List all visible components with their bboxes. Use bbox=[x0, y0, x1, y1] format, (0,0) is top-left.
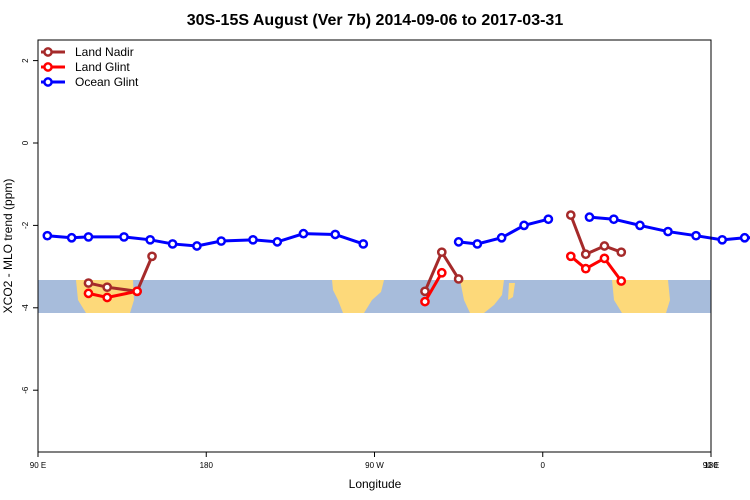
data-point bbox=[580, 249, 591, 260]
legend-marker bbox=[43, 47, 53, 57]
data-point bbox=[192, 241, 202, 251]
series-ocean-glint bbox=[42, 212, 750, 251]
data-point bbox=[145, 234, 156, 245]
data-point bbox=[543, 214, 554, 225]
legend-marker bbox=[43, 77, 53, 87]
series-line bbox=[88, 255, 154, 293]
data-point bbox=[358, 239, 369, 249]
data-point bbox=[616, 247, 627, 258]
data-point bbox=[453, 274, 464, 284]
data-point bbox=[119, 232, 129, 242]
data-point bbox=[453, 237, 464, 247]
data-point bbox=[102, 292, 113, 303]
data-point bbox=[599, 241, 610, 251]
data-point bbox=[635, 220, 645, 231]
data-point bbox=[739, 232, 750, 243]
south-america-land bbox=[332, 280, 384, 313]
x-axis-label: Longitude bbox=[349, 477, 402, 491]
data-point bbox=[616, 276, 627, 286]
x-tick-label: 90 E bbox=[30, 461, 46, 470]
data-point bbox=[565, 210, 576, 220]
data-point bbox=[83, 288, 94, 299]
y-tick-label: -2 bbox=[21, 221, 30, 229]
data-point bbox=[436, 247, 447, 258]
series-layer bbox=[42, 210, 750, 307]
plot-frame bbox=[37, 39, 712, 453]
y-axis: 2 0 -2 -4 -6 bbox=[21, 58, 38, 394]
series-line bbox=[47, 232, 364, 248]
series-line bbox=[569, 214, 622, 257]
data-point bbox=[42, 230, 53, 241]
data-point bbox=[691, 230, 701, 241]
data-point bbox=[420, 296, 430, 307]
madagascar-land bbox=[508, 283, 515, 300]
y-tick-label: -4 bbox=[21, 304, 30, 312]
australia-land-repeat bbox=[612, 280, 670, 313]
data-point bbox=[436, 267, 447, 278]
data-point bbox=[147, 251, 157, 262]
data-point bbox=[580, 263, 591, 274]
series-line bbox=[569, 255, 623, 282]
legend-label: Land Nadir bbox=[75, 45, 134, 59]
data-point bbox=[565, 251, 576, 262]
data-point bbox=[132, 286, 142, 297]
series-line bbox=[423, 272, 444, 303]
series-land-nadir bbox=[83, 210, 627, 297]
y-tick-label: 2 bbox=[21, 58, 30, 63]
y-tick-label: 0 bbox=[21, 140, 30, 145]
x-tick-label: 90 W bbox=[365, 461, 384, 470]
x-tick-label: 0 bbox=[541, 461, 546, 470]
data-point bbox=[216, 236, 227, 246]
data-point bbox=[472, 239, 483, 249]
data-point bbox=[83, 232, 94, 242]
legend-label: Land Glint bbox=[75, 60, 130, 74]
data-point bbox=[248, 234, 258, 245]
data-point bbox=[66, 232, 77, 243]
data-point bbox=[167, 239, 178, 249]
y-axis-label: XCO2 - MLO trend (ppm) bbox=[1, 179, 15, 314]
data-point bbox=[420, 286, 430, 297]
x-tick-label: 180 bbox=[200, 461, 214, 470]
data-point bbox=[663, 226, 673, 237]
data-point bbox=[330, 229, 341, 240]
data-point bbox=[83, 278, 94, 288]
world-map-background bbox=[38, 280, 711, 313]
data-point bbox=[298, 228, 309, 239]
data-point bbox=[102, 282, 113, 293]
africa-land bbox=[460, 280, 504, 313]
chart-title: 30S-15S August (Ver 7b) 2014-09-06 to 20… bbox=[187, 12, 564, 29]
series-land-glint bbox=[83, 251, 627, 307]
legend-label: Ocean Glint bbox=[75, 75, 139, 89]
data-point bbox=[599, 253, 610, 264]
data-point bbox=[717, 234, 728, 245]
data-point bbox=[272, 237, 283, 247]
data-point bbox=[496, 232, 507, 243]
y-tick-label: -6 bbox=[21, 386, 30, 394]
data-point bbox=[519, 220, 529, 231]
data-point bbox=[584, 212, 595, 223]
data-point bbox=[608, 214, 619, 225]
x-tick-label: 180 bbox=[704, 461, 718, 470]
x-tick-label: 90 E bbox=[703, 461, 719, 470]
legend-marker bbox=[43, 62, 53, 72]
